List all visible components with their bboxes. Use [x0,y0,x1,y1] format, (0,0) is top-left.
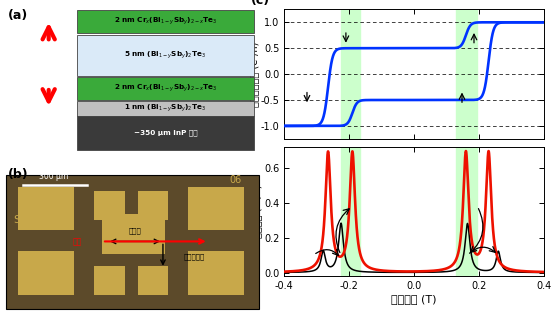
Text: 2 nm Cr$_x$(Bi$_{1-y}$Sb$_y$)$_{2-x}$Te$_3$: 2 nm Cr$_x$(Bi$_{1-y}$Sb$_y$)$_{2-x}$Te$… [114,16,217,27]
Text: 電流: 電流 [72,237,82,246]
Text: (b): (b) [8,168,29,181]
Text: (c): (c) [251,0,270,7]
Text: 06: 06 [229,175,241,185]
Text: (a): (a) [8,9,28,22]
Y-axis label: 縦伝導度 (e²/h): 縦伝導度 (e²/h) [253,185,263,238]
Bar [137,191,168,220]
Bar [18,187,74,230]
Bar [341,9,360,139]
Text: 300 μm: 300 μm [39,172,68,181]
Text: 1 nm (Bi$_{1-y}$Sb$_y$)$_2$Te$_3$: 1 nm (Bi$_{1-y}$Sb$_y$)$_2$Te$_3$ [125,102,206,114]
Bar [188,251,244,295]
Bar [341,147,360,276]
Bar [137,266,168,295]
Bar [102,214,166,254]
Bar [77,10,254,33]
Bar [77,100,254,115]
Text: ホール電圧: ホール電圧 [183,254,204,260]
Bar [18,251,74,295]
Text: 5 nm (Bi$_{1-y}$Sb$_y$)$_2$Te$_3$: 5 nm (Bi$_{1-y}$Sb$_y$)$_2$Te$_3$ [125,50,206,61]
Bar [77,36,254,76]
Text: 2 nm Cr$_x$(Bi$_{1-y}$Sb$_y$)$_{2-x}$Te$_3$: 2 nm Cr$_x$(Bi$_{1-y}$Sb$_y$)$_{2-x}$Te$… [114,82,217,94]
Bar [77,116,254,150]
Bar [94,266,125,295]
Text: 縦電圧: 縦電圧 [129,228,141,234]
Y-axis label: ホール伝導度 (e²/h): ホール伝導度 (e²/h) [249,41,259,107]
Bar [456,9,477,139]
Text: S: S [13,215,20,225]
Bar [94,191,125,220]
X-axis label: 外部磁場 (T): 外部磁場 (T) [391,294,437,304]
Bar [77,77,254,100]
Bar [188,187,244,230]
Bar [456,147,477,276]
Text: ~350 μm InP 基板: ~350 μm InP 基板 [134,130,197,136]
